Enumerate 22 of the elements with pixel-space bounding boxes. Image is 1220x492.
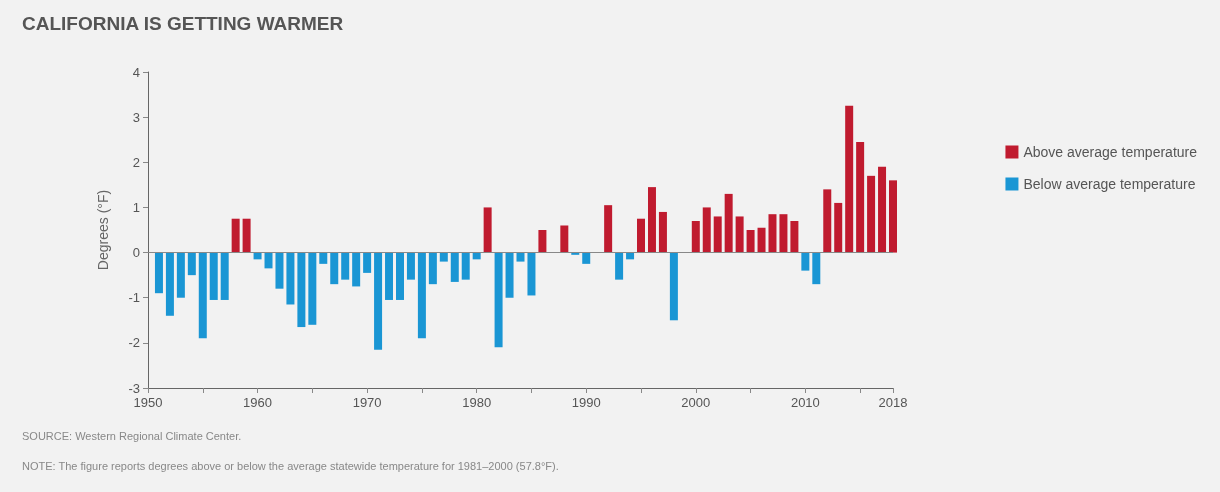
y-tick-label: -1 — [128, 290, 140, 306]
x-tick-label: 2000 — [681, 395, 711, 410]
chart-title: CALIFORNIA IS GETTING WARMER — [22, 13, 344, 34]
x-tick-label: 2010 — [790, 395, 820, 410]
legend-label: Above average temperature — [1023, 144, 1198, 160]
source-note: SOURCE: Western Regional Climate Center. — [22, 429, 242, 442]
x-tick-label: 1990 — [571, 395, 601, 410]
y-tick-label: 0 — [132, 245, 140, 261]
x-tick-label: 1980 — [462, 395, 492, 410]
x-tick-label: 1960 — [243, 395, 273, 410]
text: NOTE: The figure reports degrees above or below the average statewide temperature for 1981–2000 (57.8°F). — [22, 459, 559, 472]
y-tick-label: 2 — [132, 154, 140, 170]
y-tick-label: 4 — [132, 64, 140, 80]
y-tick-label: -3 — [128, 380, 140, 396]
x-tick-label: 2018 — [878, 395, 908, 410]
y-tick-label: 1 — [132, 199, 140, 215]
legend-label: Below average temperature — [1023, 176, 1196, 192]
y-tick-label: 3 — [132, 109, 140, 125]
x-tick-label: 1970 — [352, 395, 382, 410]
x-tick-label: 1950 — [133, 395, 163, 410]
y-axis-title: Degrees (°F) — [95, 189, 111, 271]
y-tick-label: -2 — [128, 335, 140, 351]
